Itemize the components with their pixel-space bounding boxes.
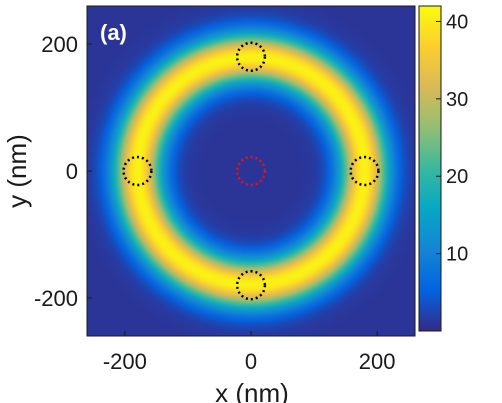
markers: [122, 41, 380, 301]
y-axis-ticks: 200 0 -200: [34, 32, 92, 311]
panel-label: (a): [100, 20, 127, 45]
colorbar-tick-label: 20: [446, 166, 468, 188]
center-marker: [235, 155, 267, 187]
hotspot-marker: [349, 155, 380, 187]
hotspot-marker: [122, 155, 153, 187]
x-axis-label: x (nm): [215, 378, 289, 403]
x-tick-label: -200: [103, 349, 147, 374]
colorbar-scale: [418, 5, 442, 332]
hotspot-marker: [235, 41, 267, 72]
x-tick-label: 0: [245, 349, 257, 374]
colorbar-tick-label: 10: [446, 244, 468, 266]
colorbar-tick-label: 30: [446, 89, 468, 111]
y-tick-label: 200: [41, 32, 78, 57]
hotspot-marker: [235, 270, 267, 301]
x-tick-label: 200: [359, 349, 396, 374]
intensity-ring: [87, 6, 415, 336]
colorbar-tick-label: 40: [446, 11, 468, 33]
y-axis-label: y (nm): [2, 134, 32, 208]
colorbar: 10 20 30 40: [418, 5, 468, 332]
x-axis-ticks: -200 0 200: [103, 331, 396, 374]
plot-area: (a): [86, 5, 416, 337]
colorbar-ticks: 10 20 30 40: [436, 11, 468, 266]
y-tick-label: 0: [66, 159, 78, 184]
y-tick-label: -200: [34, 286, 78, 311]
